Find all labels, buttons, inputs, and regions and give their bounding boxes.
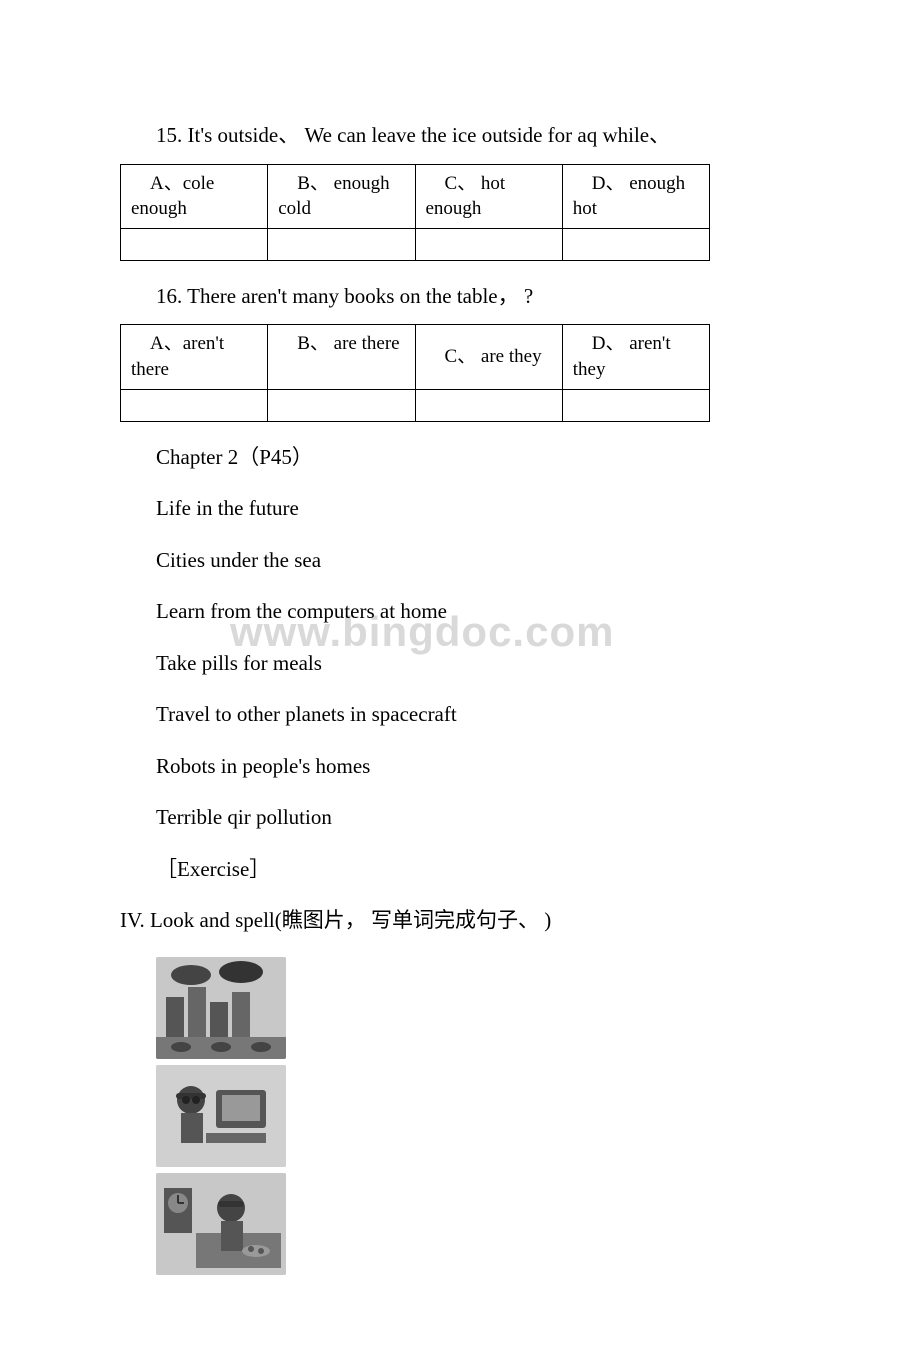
question-15-options-table: A、cole enough B、 enough cold C、 hot enou… (120, 164, 710, 261)
option-d: D、 enough hot (562, 164, 709, 228)
option-a: A、cole enough (121, 164, 268, 228)
option-c: C、 are they (415, 325, 562, 389)
chapter-title: Chapter 2（P45） (120, 442, 800, 474)
exercise-image-1 (156, 957, 286, 1059)
empty-cell (562, 228, 709, 260)
empty-cell (415, 389, 562, 421)
question-16-text: 16. There aren't many books on the table… (120, 281, 800, 313)
option-b: B、 enough cold (268, 164, 415, 228)
table-row: A、cole enough B、 enough cold C、 hot enou… (121, 164, 710, 228)
empty-cell (121, 389, 268, 421)
option-c: C、 hot enough (415, 164, 562, 228)
table-row (121, 389, 710, 421)
document-content: 15. It's outside、 We can leave the ice o… (0, 0, 920, 1355)
table-row (121, 228, 710, 260)
empty-cell (268, 389, 415, 421)
empty-cell (268, 228, 415, 260)
option-d: D、 aren't they (562, 325, 709, 389)
exercise-instruction: IV. Look and spell(瞧图片， 写单词完成句子、 ) (120, 905, 800, 937)
text-line: Life in the future (120, 493, 800, 525)
option-b: B、 are there (268, 325, 415, 389)
empty-cell (415, 228, 562, 260)
exercise-image-3 (156, 1173, 286, 1275)
text-line: Terrible qir pollution (120, 802, 800, 834)
text-line: Take pills for meals (120, 648, 800, 680)
question-16-options-table: A、aren't there B、 are there C、 are they … (120, 324, 710, 421)
empty-cell (562, 389, 709, 421)
empty-cell (121, 228, 268, 260)
text-line: Cities under the sea (120, 545, 800, 577)
text-line: Robots in people's homes (120, 751, 800, 783)
exercise-image-2 (156, 1065, 286, 1167)
exercise-images (120, 957, 800, 1275)
question-15-text: 15. It's outside、 We can leave the ice o… (120, 120, 800, 152)
exercise-heading: ［Exercise］ (120, 854, 800, 886)
table-row: A、aren't there B、 are there C、 are they … (121, 325, 710, 389)
text-line: Travel to other planets in spacecraft (120, 699, 800, 731)
option-a: A、aren't there (121, 325, 268, 389)
text-line: Learn from the computers at home (120, 596, 800, 628)
